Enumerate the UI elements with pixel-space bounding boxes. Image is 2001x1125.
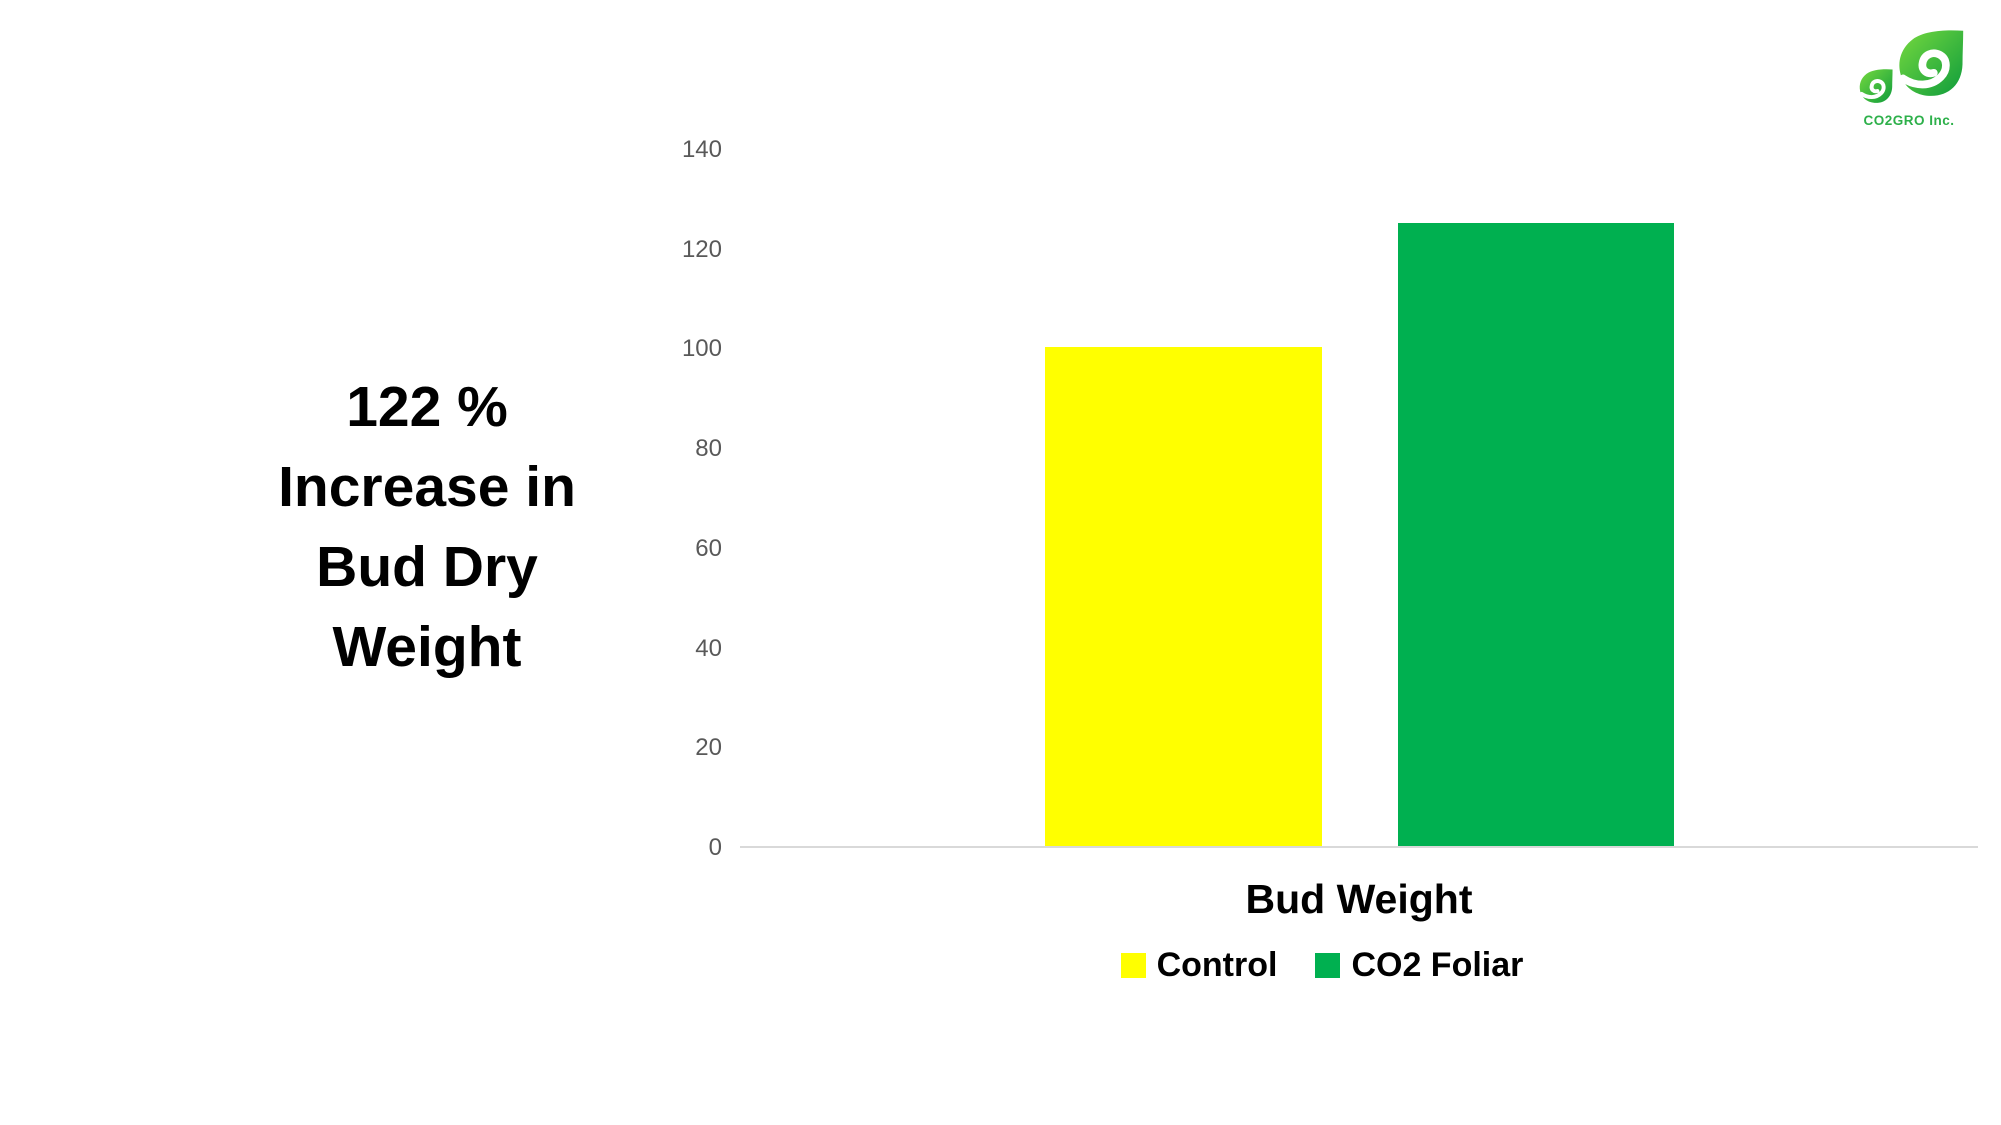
bar-chart-plot-area bbox=[740, 150, 1978, 848]
chart-legend: Control CO2 Foliar bbox=[740, 946, 1904, 985]
bar-co2-foliar bbox=[1398, 222, 1674, 846]
headline-line-2: Increase in bbox=[278, 455, 576, 519]
double-leaf-icon bbox=[1857, 26, 1968, 105]
y-tick-label-80: 80 bbox=[695, 435, 722, 463]
large-leaf-icon bbox=[1899, 30, 1963, 96]
y-axis: 0 20 40 60 80 100 120 140 bbox=[560, 136, 722, 861]
headline-line-4: Weight bbox=[332, 615, 522, 679]
headline-line-1: 122 % bbox=[346, 375, 508, 439]
x-axis-category-label: Bud Weight bbox=[1245, 876, 1473, 922]
small-leaf-icon bbox=[1857, 67, 1895, 105]
y-tick-label-40: 40 bbox=[695, 634, 722, 662]
headline: 122 % Increase in Bud Dry Weight bbox=[177, 367, 677, 687]
y-tick-label-0: 0 bbox=[708, 834, 722, 861]
legend-label: Control bbox=[1156, 946, 1278, 984]
y-tick-label-100: 100 bbox=[681, 335, 722, 363]
company-logo: CO2GRO Inc. bbox=[1848, 26, 1970, 128]
legend-swatch-icon bbox=[1315, 953, 1341, 978]
y-tick-label-20: 20 bbox=[695, 734, 722, 762]
y-tick-label-120: 120 bbox=[681, 235, 722, 263]
legend-swatch-icon bbox=[1120, 953, 1146, 978]
legend-item-control: Control bbox=[1120, 946, 1278, 985]
headline-line-3: Bud Dry bbox=[316, 535, 538, 599]
bar-control bbox=[1045, 347, 1322, 846]
y-tick-label-140: 140 bbox=[681, 136, 722, 163]
y-tick-label-60: 60 bbox=[695, 534, 722, 562]
legend-item-co2-foliar: CO2 Foliar bbox=[1315, 946, 1523, 985]
legend-label: CO2 Foliar bbox=[1351, 946, 1524, 984]
company-name: CO2GRO Inc. bbox=[1863, 113, 1955, 128]
